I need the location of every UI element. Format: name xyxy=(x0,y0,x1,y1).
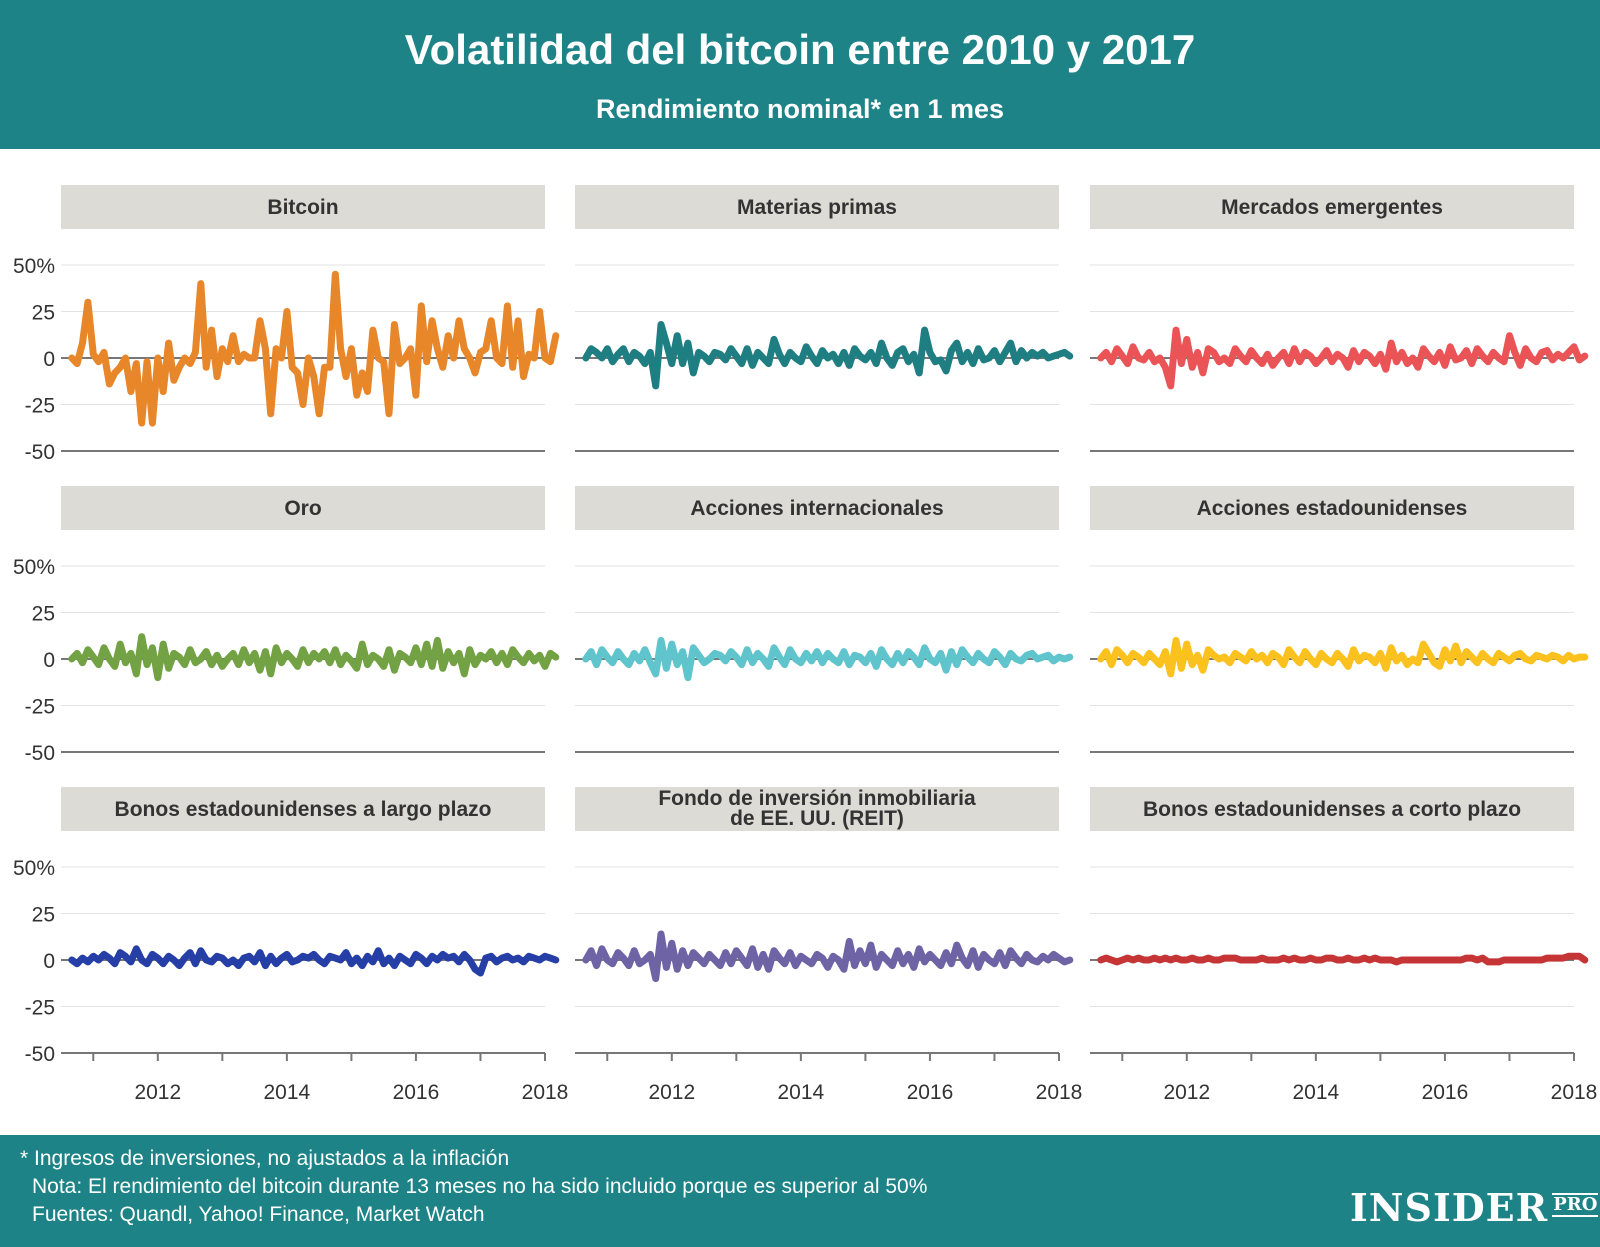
x-tick-label: 2012 xyxy=(134,1081,181,1104)
chart-subtitle: Rendimiento nominal* en 1 mes xyxy=(595,94,1005,124)
x-tick-label: 2018 xyxy=(1036,1081,1083,1104)
x-tick-label: 2018 xyxy=(522,1081,569,1104)
facet-strip-fondo-de-inversion-inmobiliaria-de-ee-uu-reit xyxy=(575,787,1059,831)
x-tick-label: 2014 xyxy=(264,1081,311,1104)
x-tick-label: 2018 xyxy=(1551,1081,1598,1104)
facet-title-mercados-emergentes: Mercados emergentes xyxy=(1221,196,1443,219)
facet-title-bonos-estadounidenses-a-largo-plazo: Bonos estadounidenses a largo plazo xyxy=(115,798,492,821)
series-line-acciones-estadounidenses xyxy=(1097,636,1589,678)
header-banner: Volatilidad del bitcoin entre 2010 y 201… xyxy=(0,0,1600,149)
series-line-bonos-estadounidenses-a-largo-plazo xyxy=(68,945,560,977)
y-tick-label: -25 xyxy=(25,997,55,1020)
facet-title-acciones-internacionales: Acciones internacionales xyxy=(690,497,943,520)
series-line-bitcoin xyxy=(68,270,560,427)
x-tick-label: 2016 xyxy=(907,1081,954,1104)
facet-title-fondo-de-inversion-inmobiliaria-de-ee-uu-reit: Fondo de inversión inmobiliaria xyxy=(658,787,976,810)
x-tick-label: 2012 xyxy=(1163,1081,1210,1104)
sources: Fuentes: Quandl, Yahoo! Finance, Market … xyxy=(32,1203,485,1226)
facet-strip-bitcoin xyxy=(61,185,545,229)
chart-title: Volatilidad del bitcoin entre 2010 y 201… xyxy=(404,26,1196,73)
note: Nota: El rendimiento del bitcoin durante… xyxy=(32,1175,928,1198)
insider-pro-logo: INSIDER PRO xyxy=(1350,1185,1599,1230)
footnote: * Ingresos de inversiones, no ajustados … xyxy=(20,1147,510,1170)
facet-title-materias-primas: Materias primas xyxy=(737,196,897,219)
facet-strip-acciones-internacionales xyxy=(575,486,1059,530)
y-tick-label: 50% xyxy=(13,857,55,880)
logo-text: INSIDER xyxy=(1350,1185,1549,1230)
y-tick-label: 0 xyxy=(43,649,55,672)
facet-strip-oro xyxy=(61,486,545,530)
facet-title-fondo-de-inversion-inmobiliaria-de-ee-uu-reit: de EE. UU. (REIT) xyxy=(730,807,904,830)
y-tick-label: -50 xyxy=(25,441,55,464)
x-tick-label: 2014 xyxy=(778,1081,825,1104)
y-tick-label: 50% xyxy=(13,255,55,278)
logo-subtext: PRO xyxy=(1552,1193,1599,1217)
x-tick-label: 2016 xyxy=(1422,1081,1469,1104)
series-line-fondo-de-inversion-inmobiliaria-de-ee-uu-reit xyxy=(582,930,1074,983)
x-tick-label: 2012 xyxy=(648,1081,695,1104)
y-tick-label: 25 xyxy=(32,302,55,325)
y-tick-label: 0 xyxy=(43,348,55,371)
facet-strip-acciones-estadounidenses xyxy=(1090,486,1574,530)
small-multiples-grid: Bitcoin 50% 25 0 -25 -50 Materias primas Mercad… xyxy=(0,149,1600,1135)
x-tick-label: 2016 xyxy=(393,1081,440,1104)
y-tick-label: 0 xyxy=(43,950,55,973)
series-line-acciones-internacionales xyxy=(582,636,1074,682)
series-line-mercados-emergentes xyxy=(1097,326,1589,390)
series-line-materias-primas xyxy=(582,321,1074,390)
facet-strip-bonos-estadounidenses-a-largo-plazo xyxy=(61,787,545,831)
footer-banner: * Ingresos de inversiones, no ajustados … xyxy=(0,1135,1600,1247)
y-tick-label: -25 xyxy=(25,395,55,418)
y-tick-label: 25 xyxy=(32,603,55,626)
y-tick-label: 50% xyxy=(13,556,55,579)
series-line-bonos-estadounidenses-a-corto-plazo xyxy=(1097,952,1589,966)
x-tick-label: 2014 xyxy=(1293,1081,1340,1104)
y-tick-label: -25 xyxy=(25,696,55,719)
series-line-oro xyxy=(68,633,560,682)
facet-title-acciones-estadounidenses: Acciones estadounidenses xyxy=(1197,497,1468,520)
facet-title-oro: Oro xyxy=(284,497,321,520)
facet-strip-bonos-estadounidenses-a-corto-plazo xyxy=(1090,787,1574,831)
facet-strip-mercados-emergentes xyxy=(1090,185,1574,229)
facet-title-bitcoin: Bitcoin xyxy=(267,196,338,219)
y-tick-label: -50 xyxy=(25,742,55,765)
facet-title-bonos-estadounidenses-a-corto-plazo: Bonos estadounidenses a corto plazo xyxy=(1143,798,1521,821)
facet-strip-materias-primas xyxy=(575,185,1059,229)
chart-svg: Bitcoin 50% 25 0 -25 -50 Materias primas Mercad… xyxy=(13,185,1598,1104)
y-tick-label: -50 xyxy=(25,1043,55,1066)
y-tick-label: 25 xyxy=(32,904,55,927)
